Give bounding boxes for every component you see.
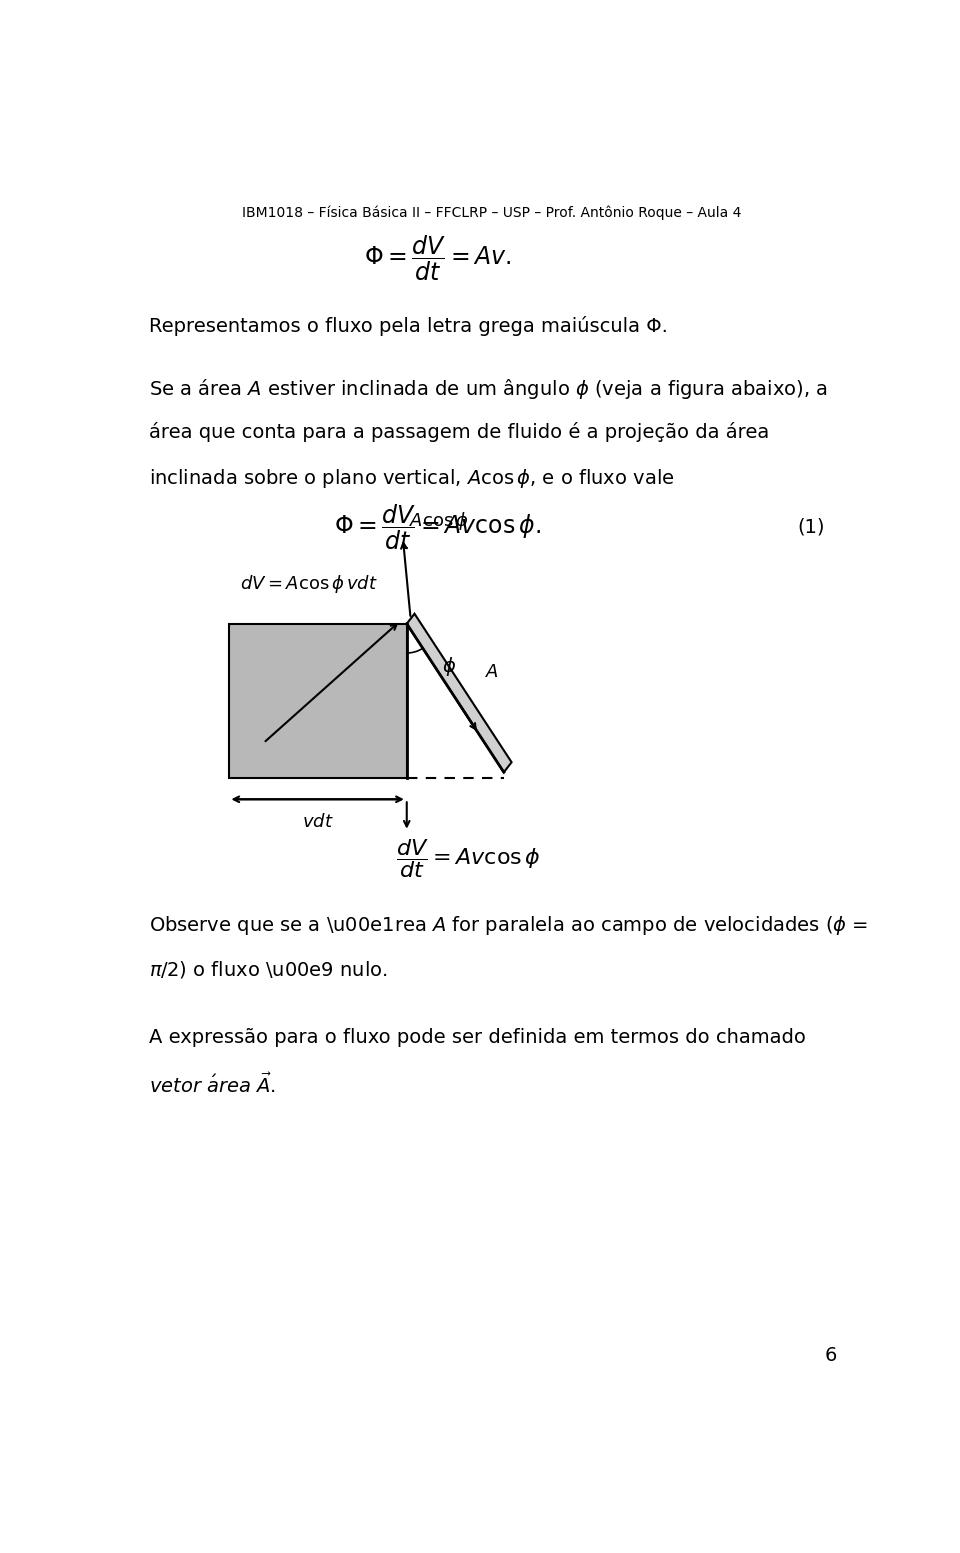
Text: $dV = A\cos\phi\,vdt$: $dV = A\cos\phi\,vdt$	[240, 573, 378, 595]
Text: Observe que se a \u00e1rea $A$ for paralela ao campo de velocidades ($\phi$ =: Observe que se a \u00e1rea $A$ for paral…	[150, 915, 869, 936]
Text: inclinada sobre o plano vertical, $A\cos\phi$, e o fluxo vale: inclinada sobre o plano vertical, $A\cos…	[150, 466, 675, 489]
Text: Se a área $A$ estiver inclinada de um ângulo $\phi$ (veja a figura abaixo), a: Se a área $A$ estiver inclinada de um ân…	[150, 377, 828, 401]
Text: $\mathit{vetor\ \'{a}rea}$ $\vec{A}$.: $\mathit{vetor\ \'{a}rea}$ $\vec{A}$.	[150, 1073, 276, 1096]
Text: (1): (1)	[798, 519, 826, 537]
Text: $A$: $A$	[485, 663, 499, 682]
Text: $\pi/2$) o fluxo \u00e9 nulo.: $\pi/2$) o fluxo \u00e9 nulo.	[150, 958, 388, 980]
Text: $\Phi = \dfrac{dV}{dt} = Av\cos\phi.$: $\Phi = \dfrac{dV}{dt} = Av\cos\phi.$	[334, 503, 541, 553]
Text: Representamos o fluxo pela letra grega maiúscula Φ.: Representamos o fluxo pela letra grega m…	[150, 315, 668, 335]
Polygon shape	[407, 613, 512, 772]
Text: A expressão para o fluxo pode ser definida em termos do chamado: A expressão para o fluxo pode ser defini…	[150, 1028, 806, 1047]
Text: $\Phi = \dfrac{dV}{dt} = Av.$: $\Phi = \dfrac{dV}{dt} = Av.$	[364, 233, 512, 283]
Text: $\phi$: $\phi$	[442, 654, 456, 677]
Text: área que conta para a passagem de fluido é a projeção da área: área que conta para a passagem de fluido…	[150, 422, 770, 443]
Text: $A\cos\phi$: $A\cos\phi$	[409, 509, 468, 531]
Text: $vdt$: $vdt$	[301, 814, 333, 831]
Bar	[228, 624, 407, 778]
Text: IBM1018 – Física Básica II – FFCLRP – USP – Prof. Antônio Roque – Aula 4: IBM1018 – Física Básica II – FFCLRP – US…	[242, 205, 742, 221]
Text: 6: 6	[825, 1346, 837, 1365]
Text: $\dfrac{dV}{dt} = Av\cos\phi$: $\dfrac{dV}{dt} = Av\cos\phi$	[396, 837, 541, 881]
